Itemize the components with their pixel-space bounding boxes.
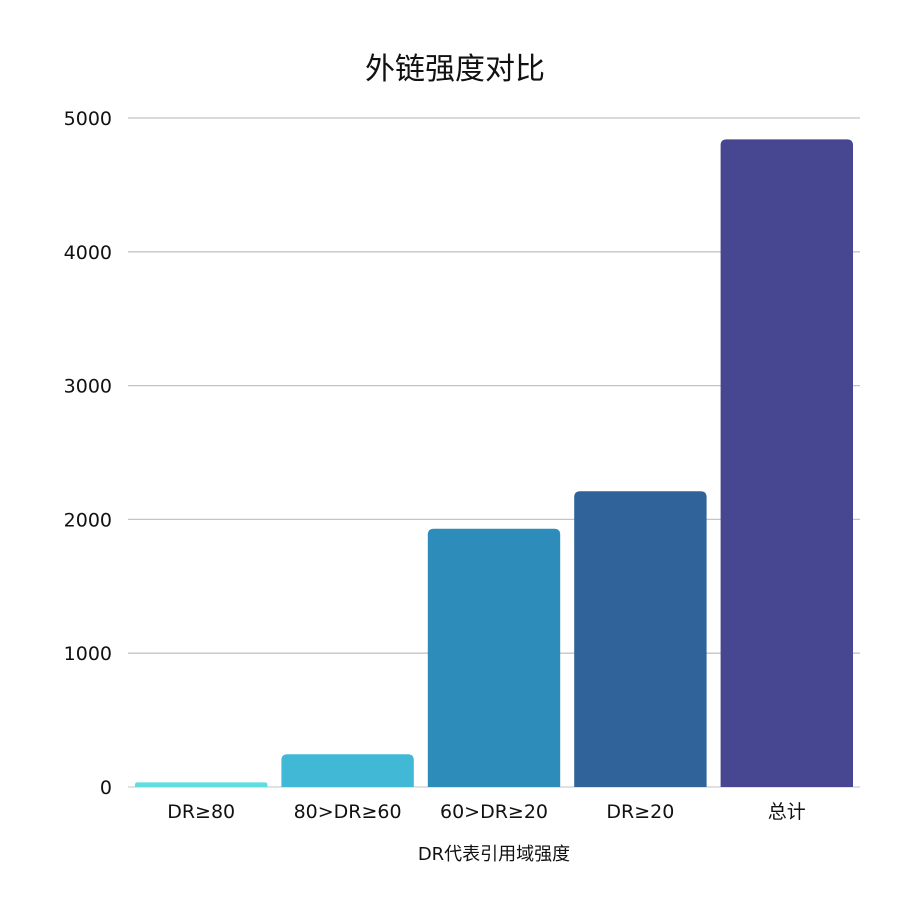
bar [427,528,561,787]
chart-title: 外链强度对比 [365,52,545,87]
y-axis-ticks: 0 1000 2000 3000 4000 5000 [64,108,112,799]
x-tick-label: DR≥80 [167,801,235,823]
x-tick-label: DR≥20 [606,801,674,823]
x-axis-ticks: DR≥80 80>DR≥60 60>DR≥20 DR≥20 总计 [167,801,806,823]
y-tick-label: 0 [100,777,112,799]
y-tick-label: 3000 [64,376,112,398]
bar [281,754,414,787]
bar [574,491,707,787]
x-tick-label: 总计 [768,801,806,823]
bars [135,139,853,787]
y-tick-label: 1000 [64,643,112,665]
bar [135,782,268,787]
x-axis-label: DR代表引用域强度 [418,844,570,865]
y-tick-label: 4000 [64,242,112,264]
x-tick-label: 60>DR≥20 [440,801,548,823]
y-tick-label: 5000 [64,108,112,130]
x-tick-label: 80>DR≥60 [294,801,402,823]
bar [720,139,853,787]
y-tick-label: 2000 [64,509,112,531]
